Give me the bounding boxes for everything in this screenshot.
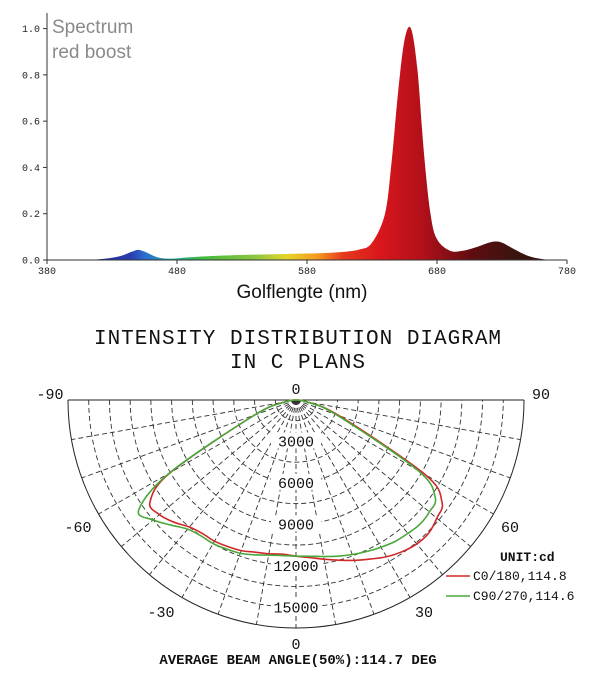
polar-title-line-1: INTENSITY DISTRIBUTION DIAGRAM xyxy=(94,328,502,351)
polar-spoke xyxy=(121,399,297,547)
spectrum-chart: 0.0 0.2 0.4 0.6 0.8 1.0 380 480 580 680 780 Spect… xyxy=(22,13,576,303)
polar-radial-label-bg xyxy=(271,432,321,449)
spectrum-x-tick-label: 680 xyxy=(428,267,446,278)
polar-spoke xyxy=(181,399,297,598)
spectrum-title-line-1: Spectrum xyxy=(52,17,133,38)
polar-spoke xyxy=(295,399,494,515)
polar-radial-label-bg xyxy=(271,598,321,615)
intensity-distribution-diagram: INTENSITY DISTRIBUTION DIAGRAM IN C PLAN… xyxy=(36,328,574,669)
polar-spoke xyxy=(295,399,411,598)
polar-spoke xyxy=(255,399,297,625)
polar-radial-label: 3000 xyxy=(278,434,314,451)
polar-curves xyxy=(137,399,444,562)
spectrum-x-tick-label: 780 xyxy=(558,267,576,278)
polar-spoke xyxy=(295,399,511,479)
polar-angle-labels: -90 -60 -30 0 30 60 90 xyxy=(36,382,550,622)
polar-radial-label-bg xyxy=(271,515,321,532)
polar-legend-label: C90/270,114.6 xyxy=(473,589,574,604)
polar-spoke xyxy=(98,399,297,515)
spectrum-title-line-2: red boost xyxy=(52,42,132,63)
polar-legend: C0/180,114.8 C90/270,114.6 xyxy=(446,569,574,604)
polar-angle-label: 60 xyxy=(501,520,519,537)
polar-spoke xyxy=(149,399,297,575)
spectrum-y-tick-label: 1.0 xyxy=(22,25,40,36)
polar-legend-label: C0/180,114.8 xyxy=(473,569,567,584)
spectrum-y-tick-label: 0.6 xyxy=(22,118,40,129)
polar-unit-label: UNIT:cd xyxy=(500,550,555,565)
polar-radial-label: 15000 xyxy=(273,600,318,617)
polar-title-line-2: IN C PLANS xyxy=(230,352,366,375)
polar-radial-labels: 3000 6000 9000 12000 15000 xyxy=(271,432,321,617)
spectrum-x-tick-label: 380 xyxy=(38,267,56,278)
polar-angle-label: -60 xyxy=(64,520,91,537)
spectrum-y-tick-label: 0.8 xyxy=(22,71,40,82)
polar-spoke xyxy=(217,399,297,615)
polar-angle-label: -30 xyxy=(147,605,174,622)
spectrum-x-tick-label: 480 xyxy=(168,267,186,278)
polar-spoke xyxy=(81,399,297,479)
polar-spoke xyxy=(295,399,337,625)
polar-ring xyxy=(233,399,359,463)
polar-spoke xyxy=(295,399,521,441)
polar-bottom-label: 0 xyxy=(291,637,300,654)
polar-spoke xyxy=(295,399,375,615)
polar-spoke xyxy=(71,399,297,441)
polar-angle-label: 0 xyxy=(291,382,300,399)
polar-radial-label-bg xyxy=(271,473,321,490)
spectrum-y-tick-label: 0.2 xyxy=(22,210,40,221)
spectrum-y-tick-label: 0.0 xyxy=(22,257,40,268)
spectrum-x-ticks: 380 480 580 680 780 xyxy=(38,260,576,278)
polar-radial-label: 12000 xyxy=(273,559,318,576)
polar-radial-label: 6000 xyxy=(278,476,314,493)
spectrum-x-tick-label: 580 xyxy=(298,267,316,278)
polar-spoke xyxy=(295,399,443,575)
polar-spoke xyxy=(295,399,471,547)
polar-radial-label-bg xyxy=(271,556,321,573)
polar-series-curve xyxy=(137,399,437,558)
polar-footer: AVERAGE BEAM ANGLE(50%):114.7 DEG xyxy=(159,653,436,669)
polar-angle-label: 90 xyxy=(532,387,550,404)
spectrum-y-ticks: 0.0 0.2 0.4 0.6 0.8 1.0 xyxy=(22,25,47,268)
spectrum-x-axis-label: Golflengte (nm) xyxy=(237,282,368,303)
polar-angle-label: 30 xyxy=(415,605,433,622)
polar-radial-label: 9000 xyxy=(278,517,314,534)
polar-ring xyxy=(88,399,504,608)
spectrum-y-tick-label: 0.4 xyxy=(22,164,40,175)
polar-angle-label: -90 xyxy=(36,387,63,404)
